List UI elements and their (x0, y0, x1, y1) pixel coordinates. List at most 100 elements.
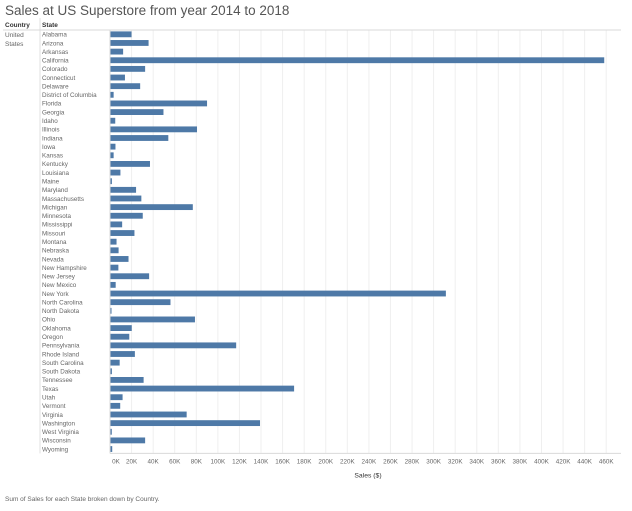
state-label: Wisconsin (42, 438, 71, 445)
state-label: Indiana (42, 135, 63, 142)
state-label: Missouri (42, 230, 65, 237)
state-label: Kentucky (42, 161, 69, 168)
bar-alabama (110, 31, 132, 38)
state-label: Pennsylvania (42, 343, 80, 350)
state-label: Kansas (42, 153, 63, 160)
state-label: Maryland (42, 187, 68, 194)
state-label: Massachusetts (42, 196, 84, 203)
state-column-header: State (42, 22, 58, 29)
state-label: Ohio (42, 317, 56, 324)
bar-nebraska (110, 247, 119, 254)
bar-virginia (110, 411, 187, 418)
state-label: Alabama (42, 32, 67, 39)
x-tick-label: 240K (362, 458, 378, 465)
chart-footnote: Sum of Sales for each State broken down … (5, 496, 160, 503)
bar-delaware (110, 83, 141, 90)
state-label: Virginia (42, 412, 63, 419)
state-label: New York (42, 291, 69, 298)
x-tick-label: 400K (534, 458, 550, 465)
x-axis-title: Sales ($) (354, 472, 381, 479)
x-tick-label: 380K (513, 458, 529, 465)
bar-maryland (110, 186, 137, 193)
x-tick-label: 360K (491, 458, 507, 465)
bar-maine (110, 178, 112, 185)
bar-indiana (110, 135, 169, 141)
bar-new-hampshire (110, 264, 119, 271)
x-tick-label: 140K (254, 458, 270, 465)
state-label: Minnesota (42, 213, 72, 220)
state-label: California (42, 58, 69, 65)
country-label: States (5, 41, 24, 48)
bar-connecticut (110, 74, 125, 81)
x-tick-label: 220K (340, 458, 356, 465)
x-tick-label: 40K (148, 458, 160, 465)
bar-illinois (110, 126, 198, 133)
state-label: North Carolina (42, 299, 83, 306)
x-tick-label: 200K (318, 458, 334, 465)
x-tick-label: 320K (448, 458, 464, 465)
state-label: Florida (42, 101, 62, 108)
bar-pennsylvania (110, 342, 237, 349)
bar-new-mexico (110, 281, 116, 288)
bar-michigan (110, 204, 193, 211)
state-label: New Hampshire (42, 265, 87, 272)
bar-washington (110, 420, 261, 427)
x-tick-label: 180K (297, 458, 313, 465)
x-tick-label: 60K (169, 458, 181, 465)
bar-rhode-island (110, 351, 135, 357)
state-label: Iowa (42, 144, 56, 151)
x-tick-label: 300K (426, 458, 442, 465)
x-tick-label: 120K (232, 458, 248, 465)
state-label: Nebraska (42, 248, 69, 255)
bar-kentucky (110, 161, 150, 167)
state-label: Oregon (42, 334, 64, 341)
bar-new-jersey (110, 273, 150, 280)
x-tick-label: 260K (383, 458, 399, 465)
state-label: Washington (42, 420, 76, 427)
bar-west-virginia (110, 428, 112, 435)
bar-louisiana (110, 169, 121, 176)
state-label: South Carolina (42, 360, 84, 367)
bar-minnesota (110, 212, 143, 219)
bar-florida (110, 100, 208, 107)
bar-montana (110, 238, 117, 245)
country-label: United (5, 32, 24, 39)
bar-georgia (110, 109, 164, 115)
x-tick-label: 160K (275, 458, 291, 465)
bar-wyoming (110, 446, 113, 452)
state-label: Connecticut (42, 75, 76, 82)
state-label: Idaho (42, 118, 58, 125)
state-label: West Virginia (42, 429, 79, 436)
chart-title: Sales at US Superstore from year 2014 to… (5, 3, 290, 18)
x-tick-label: 20K (126, 458, 138, 465)
state-label: Oklahoma (42, 325, 71, 332)
x-tick-label: 100K (211, 458, 227, 465)
state-label: District of Columbia (42, 92, 97, 99)
state-label: Georgia (42, 109, 65, 116)
bar-colorado (110, 65, 146, 72)
bar-arizona (110, 40, 149, 46)
bar-north-dakota (110, 307, 112, 314)
bar-mississippi (110, 221, 123, 228)
state-label: Illinois (42, 127, 60, 134)
bar-district-of-columbia (110, 91, 114, 98)
state-label: Arizona (42, 40, 64, 47)
bar-oregon (110, 333, 130, 340)
x-tick-label: 80K (191, 458, 203, 465)
state-label: Montana (42, 239, 67, 246)
state-label: Mississippi (42, 222, 72, 229)
state-label: North Dakota (42, 308, 80, 315)
bar-arkansas (110, 48, 124, 55)
bar-idaho (110, 117, 116, 124)
state-label: Michigan (42, 204, 68, 211)
state-label: Utah (42, 395, 56, 402)
bar-ohio (110, 316, 195, 323)
state-label: Arkansas (42, 49, 68, 56)
bar-nevada (110, 256, 129, 262)
state-label: Maine (42, 179, 60, 186)
bar-new-york (110, 290, 446, 297)
bar-utah (110, 394, 123, 401)
bar-massachusetts (110, 195, 142, 202)
bar-wisconsin (110, 437, 146, 444)
